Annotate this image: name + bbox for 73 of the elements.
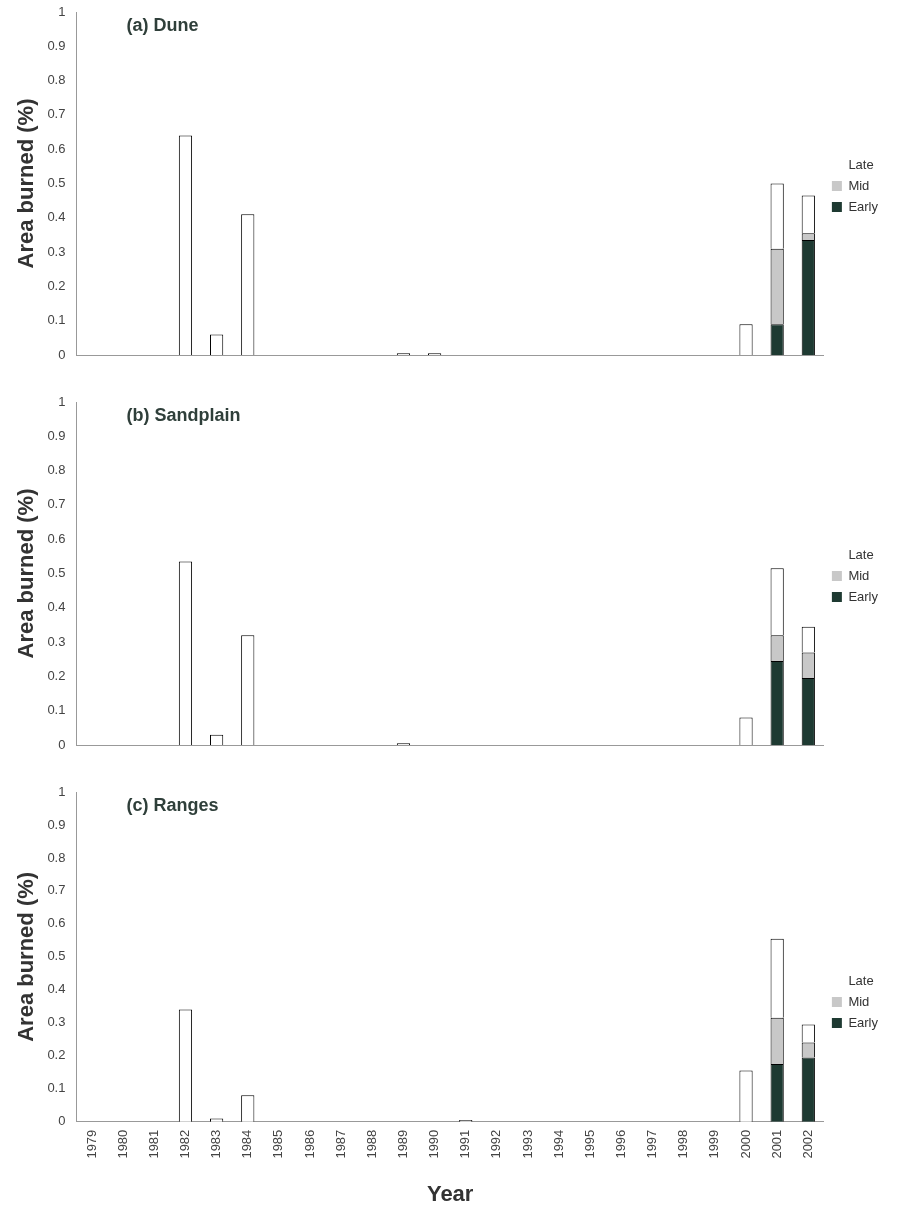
y-tick-label: 0.6 bbox=[47, 140, 66, 156]
y-tick-label: 0.5 bbox=[47, 948, 66, 964]
y-tick-label: 0.7 bbox=[47, 882, 66, 898]
x-tick-label: 1991 bbox=[457, 1129, 473, 1159]
y-tick-label: 0.1 bbox=[47, 702, 66, 718]
x-tick-label: 1986 bbox=[301, 1129, 317, 1159]
y-tick-label: 0.4 bbox=[47, 981, 66, 997]
legend-label: Early bbox=[848, 1014, 879, 1030]
y-tick-label: 0.8 bbox=[47, 72, 66, 88]
y-tick-label: 0.1 bbox=[47, 312, 66, 328]
x-tick-label: 2002 bbox=[799, 1129, 815, 1159]
x-tick-label: 1979 bbox=[83, 1129, 99, 1159]
x-axis-title: Year bbox=[426, 1180, 474, 1206]
chart-title: (b) Sandplain bbox=[126, 404, 241, 425]
legend-label: Early bbox=[848, 588, 879, 604]
y-tick-label: 0.1 bbox=[47, 1080, 66, 1096]
x-tick-label: 1988 bbox=[363, 1129, 379, 1159]
x-tick-label: 1990 bbox=[426, 1129, 442, 1159]
y-tick-label: 0.9 bbox=[47, 427, 66, 443]
x-tick-label: 1981 bbox=[145, 1129, 161, 1159]
y-tick-label: 0.5 bbox=[47, 175, 66, 191]
legend-label: Mid bbox=[848, 993, 870, 1009]
y-axis-title: Area burned (%) bbox=[13, 488, 39, 659]
legend-label: Mid bbox=[848, 177, 870, 193]
y-tick-label: 0.2 bbox=[47, 667, 66, 683]
legend-label: Early bbox=[848, 198, 879, 214]
y-tick-label: 0.7 bbox=[47, 496, 66, 512]
x-tick-label: 1980 bbox=[114, 1129, 130, 1159]
chart-title: (c) Ranges bbox=[126, 794, 219, 815]
x-tick-label: 1995 bbox=[581, 1129, 597, 1159]
y-tick-label: 0.6 bbox=[47, 915, 66, 931]
y-tick-label: 1 bbox=[58, 393, 66, 409]
x-tick-label: 1994 bbox=[550, 1129, 566, 1159]
y-tick-label: 0.9 bbox=[47, 37, 66, 53]
x-tick-label: 1999 bbox=[706, 1129, 722, 1159]
y-axis-title: Area burned (%) bbox=[13, 871, 39, 1042]
chart-title: (a) Dune bbox=[126, 14, 199, 35]
y-tick-label: 0.2 bbox=[47, 277, 66, 293]
x-tick-label: 1984 bbox=[239, 1129, 255, 1159]
y-tick-label: 0 bbox=[58, 346, 66, 362]
text: Late bbox=[848, 546, 874, 562]
y-tick-label: 0.3 bbox=[47, 1014, 66, 1030]
x-tick-label: 1992 bbox=[488, 1129, 504, 1159]
y-tick-label: 1 bbox=[58, 3, 66, 19]
legend-label: Mid bbox=[848, 567, 870, 583]
y-tick-label: 1 bbox=[58, 783, 66, 799]
x-tick-label: 1997 bbox=[644, 1129, 660, 1159]
x-tick-label: 1993 bbox=[519, 1129, 535, 1159]
y-tick-label: 0 bbox=[58, 736, 66, 752]
y-tick-label: 0.3 bbox=[47, 243, 66, 259]
y-tick-label: 0.5 bbox=[47, 565, 66, 581]
x-tick-label: 2001 bbox=[768, 1129, 784, 1159]
x-tick-label: 1982 bbox=[177, 1129, 193, 1159]
text: Late bbox=[848, 156, 874, 172]
y-axis-title: Area burned (%) bbox=[13, 98, 39, 269]
y-tick-label: 0.3 bbox=[47, 633, 66, 649]
x-tick-label: 1985 bbox=[270, 1129, 286, 1159]
x-tick-label: 2000 bbox=[737, 1129, 753, 1159]
x-tick-label: 1989 bbox=[395, 1129, 411, 1159]
y-tick-label: 0.8 bbox=[47, 849, 66, 865]
x-tick-label: 1983 bbox=[208, 1129, 224, 1159]
y-tick-label: 0 bbox=[58, 1113, 66, 1129]
y-tick-label: 0.2 bbox=[47, 1047, 66, 1063]
y-tick-label: 0.6 bbox=[47, 530, 66, 546]
x-tick-label: 1996 bbox=[613, 1129, 629, 1159]
text: Late bbox=[848, 972, 874, 988]
y-tick-label: 0.9 bbox=[47, 816, 66, 832]
y-tick-label: 0.8 bbox=[47, 462, 66, 478]
x-tick-label: 1987 bbox=[332, 1129, 348, 1159]
x-tick-label: 1998 bbox=[675, 1129, 691, 1159]
y-tick-label: 0.4 bbox=[47, 599, 66, 615]
y-tick-label: 0.7 bbox=[47, 106, 66, 122]
y-tick-label: 0.4 bbox=[47, 209, 66, 225]
